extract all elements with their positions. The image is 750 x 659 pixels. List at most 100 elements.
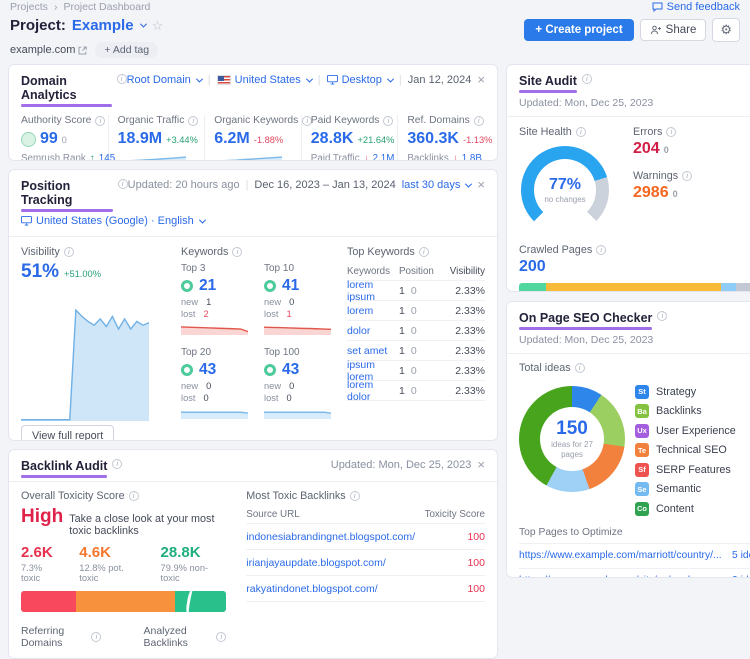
- content-badge-icon: Co: [635, 501, 649, 516]
- chevron-down-icon: [139, 20, 147, 28]
- info-icon[interactable]: [95, 115, 106, 126]
- info-icon[interactable]: [216, 632, 227, 642]
- ideas-link[interactable]: 5 ideas: [732, 550, 750, 561]
- send-feedback-link[interactable]: Send feedback: [652, 1, 740, 13]
- info-icon[interactable]: [116, 74, 127, 84]
- table-row: ipsum lorem 1 0 2.33%: [347, 358, 485, 383]
- backlink-url-link[interactable]: rakyatindonet.blogspot.com/: [246, 582, 378, 595]
- toxicity-section: Overall Toxicity Score High Take a close…: [21, 490, 227, 649]
- keyword-link[interactable]: lorem ipsum: [347, 278, 376, 303]
- view-full-report-button[interactable]: View full report: [21, 425, 115, 440]
- keyword-link[interactable]: ipsum lorem: [347, 358, 376, 383]
- table-row: lorem dolor 1 0 2.33%: [347, 378, 485, 403]
- top20-sparkline: [181, 406, 248, 419]
- top3-keywords-box: Top 3 21 new 1 lost 2: [181, 263, 248, 335]
- page-url-link[interactable]: https://www.example.com/marriott/country…: [519, 550, 724, 561]
- feedback-bubble-icon: [652, 2, 663, 12]
- keyword-link[interactable]: lorem dolor: [347, 378, 374, 403]
- top-keywords-table: Keywords Position Visibility lorem ipsum…: [347, 263, 485, 403]
- info-icon[interactable]: [117, 179, 128, 189]
- authority-score-metric: Authority Score 99 0 Semrush Rank145: [21, 115, 115, 160]
- info-icon[interactable]: [473, 115, 484, 126]
- organic-keywords-metric: Organic Keywords 6.2M-1.88%: [205, 115, 313, 160]
- arrow-down-icon: [364, 153, 369, 160]
- project-domain-link[interactable]: example.com: [10, 44, 88, 56]
- close-icon[interactable]: [477, 74, 485, 86]
- share-button[interactable]: Share: [639, 19, 707, 41]
- organic-traffic-metric: Organic Traffic 18.9M+3.44%: [109, 115, 206, 160]
- arrow-up-icon: [90, 153, 95, 160]
- info-icon[interactable]: [349, 491, 360, 501]
- crawled-pages-stacked-bar: [519, 283, 750, 291]
- scope-selector[interactable]: Root Domain: [127, 74, 203, 86]
- add-tag-button[interactable]: + Add tag: [95, 42, 159, 58]
- info-icon[interactable]: [418, 247, 429, 257]
- top3-sparkline: [181, 322, 248, 335]
- create-project-button[interactable]: + Create project: [524, 19, 634, 41]
- info-icon[interactable]: [596, 245, 607, 255]
- keyword-link[interactable]: lorem: [347, 304, 374, 317]
- favorite-star-icon[interactable]: [152, 18, 164, 34]
- ring-icon: [181, 364, 193, 376]
- device-selector[interactable]: Desktop: [326, 74, 394, 86]
- info-icon[interactable]: [383, 115, 394, 126]
- table-row: lorem 1 0 2.33%: [347, 301, 485, 321]
- updated-label: Updated: Mon, Dec 25, 2023: [519, 334, 654, 346]
- breadcrumb-projects[interactable]: Projects: [10, 1, 48, 13]
- date-range-label: Dec 16, 2023 – Jan 13, 2024: [254, 179, 396, 191]
- close-icon[interactable]: [477, 459, 485, 471]
- page-url-link[interactable]: https://www.example.com/city/us/mcdonou.…: [519, 575, 724, 577]
- legend-item-semantic[interactable]: SeSemantic20: [635, 480, 750, 500]
- keyword-link[interactable]: dolor: [347, 324, 371, 337]
- info-icon[interactable]: [63, 247, 74, 257]
- backlink-url-link[interactable]: indonesiabrandingnet.blogspot.com/: [246, 530, 415, 543]
- info-icon[interactable]: [574, 363, 585, 373]
- backlink-url-link[interactable]: irianjayaupdate.blogspot.com/: [246, 556, 386, 569]
- period-selector[interactable]: last 30 days: [402, 179, 473, 191]
- info-icon[interactable]: [232, 247, 243, 257]
- info-icon[interactable]: [575, 127, 586, 137]
- chevron-down-icon: [305, 75, 313, 83]
- info-icon[interactable]: [682, 171, 693, 181]
- info-icon[interactable]: [188, 115, 199, 126]
- topbar: Projects › Project Dashboard Project: Ex…: [0, 0, 750, 64]
- backlink-audit-card: Backlink Audit Updated: Mon, Dec 25, 202…: [8, 449, 498, 659]
- toxicity-level: High: [21, 506, 64, 527]
- top20-keywords-box: Top 20 43 new 0 lost 0: [181, 347, 248, 419]
- organic-keywords-sparkline: [214, 153, 283, 160]
- legend-item-content[interactable]: CoContent63: [635, 501, 694, 516]
- locale-selector[interactable]: United States (Google) · English: [21, 215, 206, 227]
- info-icon[interactable]: [91, 632, 102, 642]
- most-toxic-table: Source URL Toxicity Score indonesiabrandi…: [246, 506, 485, 602]
- info-icon[interactable]: [128, 491, 139, 501]
- legend-item-strategy[interactable]: StStrategy14: [635, 382, 750, 402]
- info-icon[interactable]: [666, 127, 677, 137]
- settings-gear-icon[interactable]: ⚙: [712, 18, 740, 42]
- backlinks-link[interactable]: 1.8B: [461, 153, 482, 161]
- info-icon[interactable]: [112, 459, 123, 469]
- paid-traffic-link[interactable]: 2.1M: [372, 153, 395, 161]
- chevron-down-icon: [386, 75, 394, 83]
- close-icon[interactable]: [477, 179, 485, 191]
- info-icon[interactable]: [302, 115, 313, 126]
- keyword-link[interactable]: set amet: [347, 344, 388, 357]
- updated-label: Updated: Mon, Dec 25, 2023: [519, 97, 654, 109]
- top-keywords-section: Top Keywords Keywords Position Visibilit…: [347, 246, 485, 421]
- info-icon[interactable]: [581, 74, 592, 84]
- project-selector[interactable]: Example: [72, 17, 147, 34]
- crawled-pages-section: Crawled Pages 200: [519, 244, 750, 291]
- semrush-rank-link[interactable]: 145: [98, 153, 116, 161]
- legend-item-backlinks[interactable]: BaBacklinks27: [635, 402, 750, 422]
- date-label[interactable]: Jan 12, 2024: [407, 74, 472, 86]
- breadcrumb-current: Project Dashboard: [63, 1, 151, 13]
- country-selector[interactable]: United States: [216, 74, 313, 86]
- info-icon[interactable]: [657, 311, 668, 321]
- ideas-link[interactable]: 3 ideas: [732, 575, 750, 577]
- most-toxic-backlinks-section: Most Toxic Backlinks Source URLToxicity …: [246, 490, 485, 649]
